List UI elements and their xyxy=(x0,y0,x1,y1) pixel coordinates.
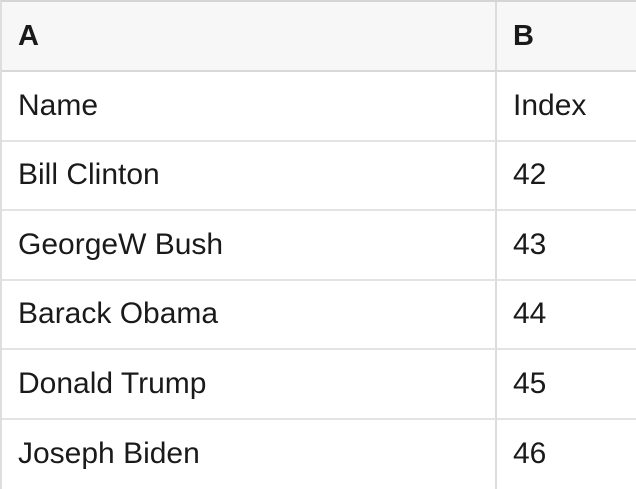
cell-a1[interactable]: Name xyxy=(2,72,497,142)
column-header-b[interactable]: B xyxy=(497,2,636,72)
cell-b3[interactable]: 43 xyxy=(497,211,636,281)
cell-b6[interactable]: 46 xyxy=(497,419,636,489)
cell-a5[interactable]: Donald Trump xyxy=(2,350,497,420)
cell-a6[interactable]: Joseph Biden xyxy=(2,419,497,489)
cell-b5[interactable]: 45 xyxy=(497,350,636,420)
cell-a4[interactable]: Barack Obama xyxy=(2,280,497,350)
cell-a2[interactable]: Bill Clinton xyxy=(2,141,497,211)
cell-b4[interactable]: 44 xyxy=(497,280,636,350)
column-header-a[interactable]: A xyxy=(2,2,497,72)
cell-b1[interactable]: Index xyxy=(497,72,636,142)
cell-a3[interactable]: GeorgeW Bush xyxy=(2,211,497,281)
cell-b2[interactable]: 42 xyxy=(497,141,636,211)
